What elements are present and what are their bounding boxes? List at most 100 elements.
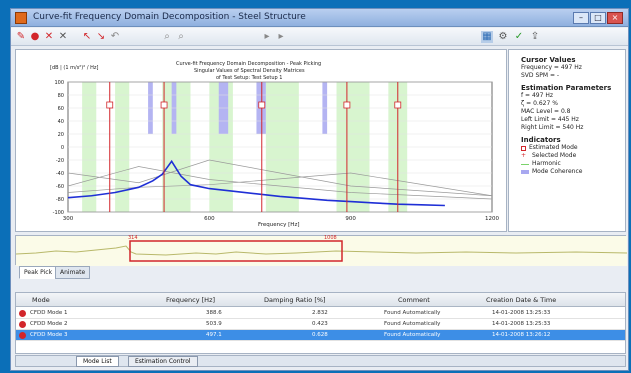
legend-selected: + Selected Mode xyxy=(521,152,577,159)
y-tick-label: -60 xyxy=(56,184,64,190)
row-date: 14-01-2008 13:25:33 xyxy=(492,310,551,316)
y-tick-label: -100 xyxy=(53,210,64,216)
row-date: 14-01-2008 13:25:33 xyxy=(492,321,551,327)
row-damping: 0.628 xyxy=(312,332,328,338)
est-damping: ζ = 0.627 % xyxy=(521,100,558,107)
x-tick-label: 900 xyxy=(345,216,356,222)
chart-title-1: Curve-fit Frequency Domain Decomposition… xyxy=(176,61,322,67)
chart-title-3: of Test Setup: Test Setup 1 xyxy=(216,75,283,81)
est-mac: MAC Level = 0.8 xyxy=(521,108,571,115)
title-bar: Curve-fit Frequency Domain Decomposition… xyxy=(11,9,628,27)
y-tick-label: 0 xyxy=(61,145,64,151)
estimated-mode-marker xyxy=(343,101,351,109)
export-icon[interactable]: ⇪ xyxy=(530,31,540,42)
estimated-mode-marker xyxy=(160,101,168,109)
mode-icon xyxy=(19,310,26,317)
view-tabs: Peak Pick Animate xyxy=(15,266,626,279)
close-icon[interactable]: ✕ xyxy=(58,31,68,42)
nav-icon[interactable]: ▸ xyxy=(278,31,284,42)
legend-mode-coherence: Mode Coherence xyxy=(521,168,625,176)
settings-icon[interactable]: ⚙ xyxy=(498,31,508,42)
side-panel: Cursor Values Frequency = 497 Hz SVD SPM… xyxy=(508,49,626,232)
tab-animate[interactable]: Animate xyxy=(55,266,91,279)
legend-harmonic: Harmonic xyxy=(521,160,625,168)
maximize-button[interactable]: □ xyxy=(590,12,606,24)
cursor-svd: SVD SPM = - xyxy=(521,72,560,79)
row-damping: 2.832 xyxy=(312,310,328,316)
delete-icon[interactable]: ● xyxy=(30,31,40,42)
row-frequency: 388.6 xyxy=(206,310,222,316)
y-tick-label: 40 xyxy=(58,119,64,125)
col-comment[interactable]: Comment xyxy=(398,296,430,304)
cursor-icon[interactable]: ↖ xyxy=(82,31,92,42)
cursor-frequency: Frequency = 497 Hz xyxy=(521,64,582,71)
col-mode[interactable]: Mode xyxy=(32,296,50,304)
zoom-icon[interactable]: ⌕ xyxy=(178,31,184,42)
window-title: Curve-fit Frequency Domain Decomposition… xyxy=(33,12,306,22)
row-date: 14-01-2008 13:26:12 xyxy=(492,332,551,338)
row-mode: CFDD Mode 3 xyxy=(30,332,68,338)
table-row[interactable]: CFDD Mode 3 497.1 0.628 Found Automatica… xyxy=(16,330,625,341)
cursor-values-heading: Cursor Values xyxy=(521,56,576,64)
est-right-limit: Right Limit = 540 Hz xyxy=(521,124,584,131)
mode-list-grid: Mode Frequency [Hz] Damping Ratio [%] Co… xyxy=(15,292,626,354)
row-frequency: 503.9 xyxy=(206,321,222,327)
tab-estimation-control[interactable]: Estimation Control xyxy=(128,356,198,367)
cursor-icon[interactable]: ↘ xyxy=(96,31,106,42)
nav-right-label: 1008 xyxy=(324,235,337,241)
overview-plot[interactable] xyxy=(15,236,628,266)
row-damping: 0.423 xyxy=(312,321,328,327)
row-comment: Found Automatically xyxy=(384,321,441,327)
col-damping[interactable]: Damping Ratio [%] xyxy=(264,296,326,304)
x-tick-label: 600 xyxy=(204,216,215,222)
mode-icon xyxy=(19,321,26,328)
y-tick-label: 100 xyxy=(54,80,64,86)
tab-peak-pick[interactable]: Peak Pick xyxy=(19,266,58,279)
row-comment: Found Automatically xyxy=(384,332,441,338)
close-icon[interactable]: ✕ xyxy=(44,31,54,42)
legend-estimated: Estimated Mode xyxy=(521,144,625,152)
tab-mode-list[interactable]: Mode List xyxy=(76,356,119,367)
table-row[interactable]: CFDD Mode 2 503.9 0.423 Found Automatica… xyxy=(16,319,625,330)
mode-icon xyxy=(19,332,26,339)
est-left-limit: Left Limit = 445 Hz xyxy=(521,116,579,123)
estimated-mode-marker xyxy=(106,101,114,109)
main-window: Curve-fit Frequency Domain Decomposition… xyxy=(10,8,629,371)
y-axis-label: [dB | (1 m/s²)² / Hz] xyxy=(50,65,99,71)
overview-navigator[interactable]: 314 1008 xyxy=(15,235,628,266)
check-icon[interactable]: ✓ xyxy=(514,31,524,42)
x-axis-label: Frequency [Hz] xyxy=(258,222,300,228)
toolbar: ✎ ● ✕ ✕ ↖ ↘ ↶ ⌕ ⌕ ▸ ▸ ▦ ⚙ ✓ ⇪ xyxy=(11,28,628,46)
row-mode: CFDD Mode 1 xyxy=(30,310,68,316)
first-singular-value xyxy=(67,159,445,207)
grid-icon[interactable]: ▦ xyxy=(481,31,493,43)
play-icon[interactable]: ▸ xyxy=(264,31,270,42)
y-tick-label: 60 xyxy=(58,106,64,112)
minimize-button[interactable]: – xyxy=(573,12,589,24)
row-frequency: 497.1 xyxy=(206,332,222,338)
app-icon xyxy=(15,12,27,24)
row-comment: Found Automatically xyxy=(384,310,441,316)
y-tick-label: -80 xyxy=(56,197,64,203)
row-mode: CFDD Mode 2 xyxy=(30,321,68,327)
svd-chart-pane: 100 80 60 40 20 0 -20 -40 -60 -80 -100 300 600 900 120… xyxy=(15,49,507,232)
y-tick-label: 20 xyxy=(58,132,64,138)
zoom-icon[interactable]: ⌕ xyxy=(164,31,170,42)
table-row[interactable]: CFDD Mode 1 388.6 2.832 Found Automatica… xyxy=(16,308,625,319)
indicators-heading: Indicators xyxy=(521,136,561,144)
y-tick-label: 80 xyxy=(58,93,64,99)
edit-icon[interactable]: ✎ xyxy=(16,31,26,42)
y-tick-label: -40 xyxy=(56,171,64,177)
col-creation-date[interactable]: Creation Date & Time xyxy=(486,296,557,304)
close-window-button[interactable]: × xyxy=(607,12,623,24)
col-frequency[interactable]: Frequency [Hz] xyxy=(166,296,216,304)
x-tick-label: 300 xyxy=(63,216,74,222)
nav-left-label: 314 xyxy=(128,235,138,241)
estimated-mode-marker xyxy=(394,101,402,109)
undo-icon[interactable]: ↶ xyxy=(110,31,120,42)
grid-footer: Mode List Estimation Control xyxy=(15,355,626,367)
y-tick-label: -20 xyxy=(56,158,64,164)
x-tick-label: 1200 xyxy=(485,216,499,222)
estimated-mode-marker xyxy=(258,101,266,109)
